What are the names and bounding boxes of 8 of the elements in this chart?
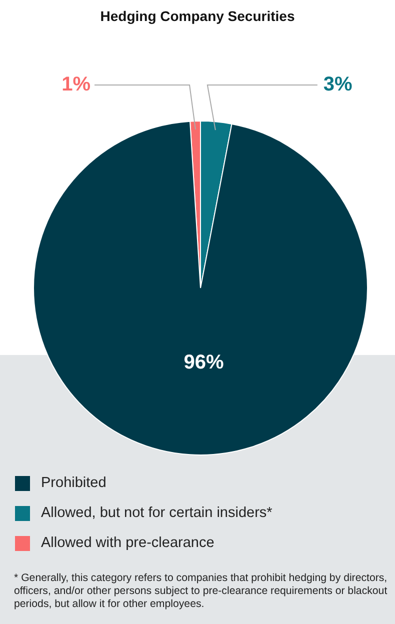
data-label: 96% bbox=[184, 352, 224, 374]
text: * Generally, this category refers to companies that prohibit hedging by directors, officers, and/or other persons subject to pre-clearance requirements or blackout periods, but allow it for other employees. bbox=[14, 572, 388, 611]
legend-label: Allowed with pre-clearance bbox=[41, 535, 214, 551]
chart-title: Hedging Company Securities bbox=[99, 8, 296, 24]
slice-label: Prohibited bbox=[41, 475, 106, 491]
data-label: 1% bbox=[62, 74, 91, 96]
data-label: 3% bbox=[323, 74, 353, 96]
legend-label: Allowed, but not for certain insiders* bbox=[41, 505, 272, 521]
